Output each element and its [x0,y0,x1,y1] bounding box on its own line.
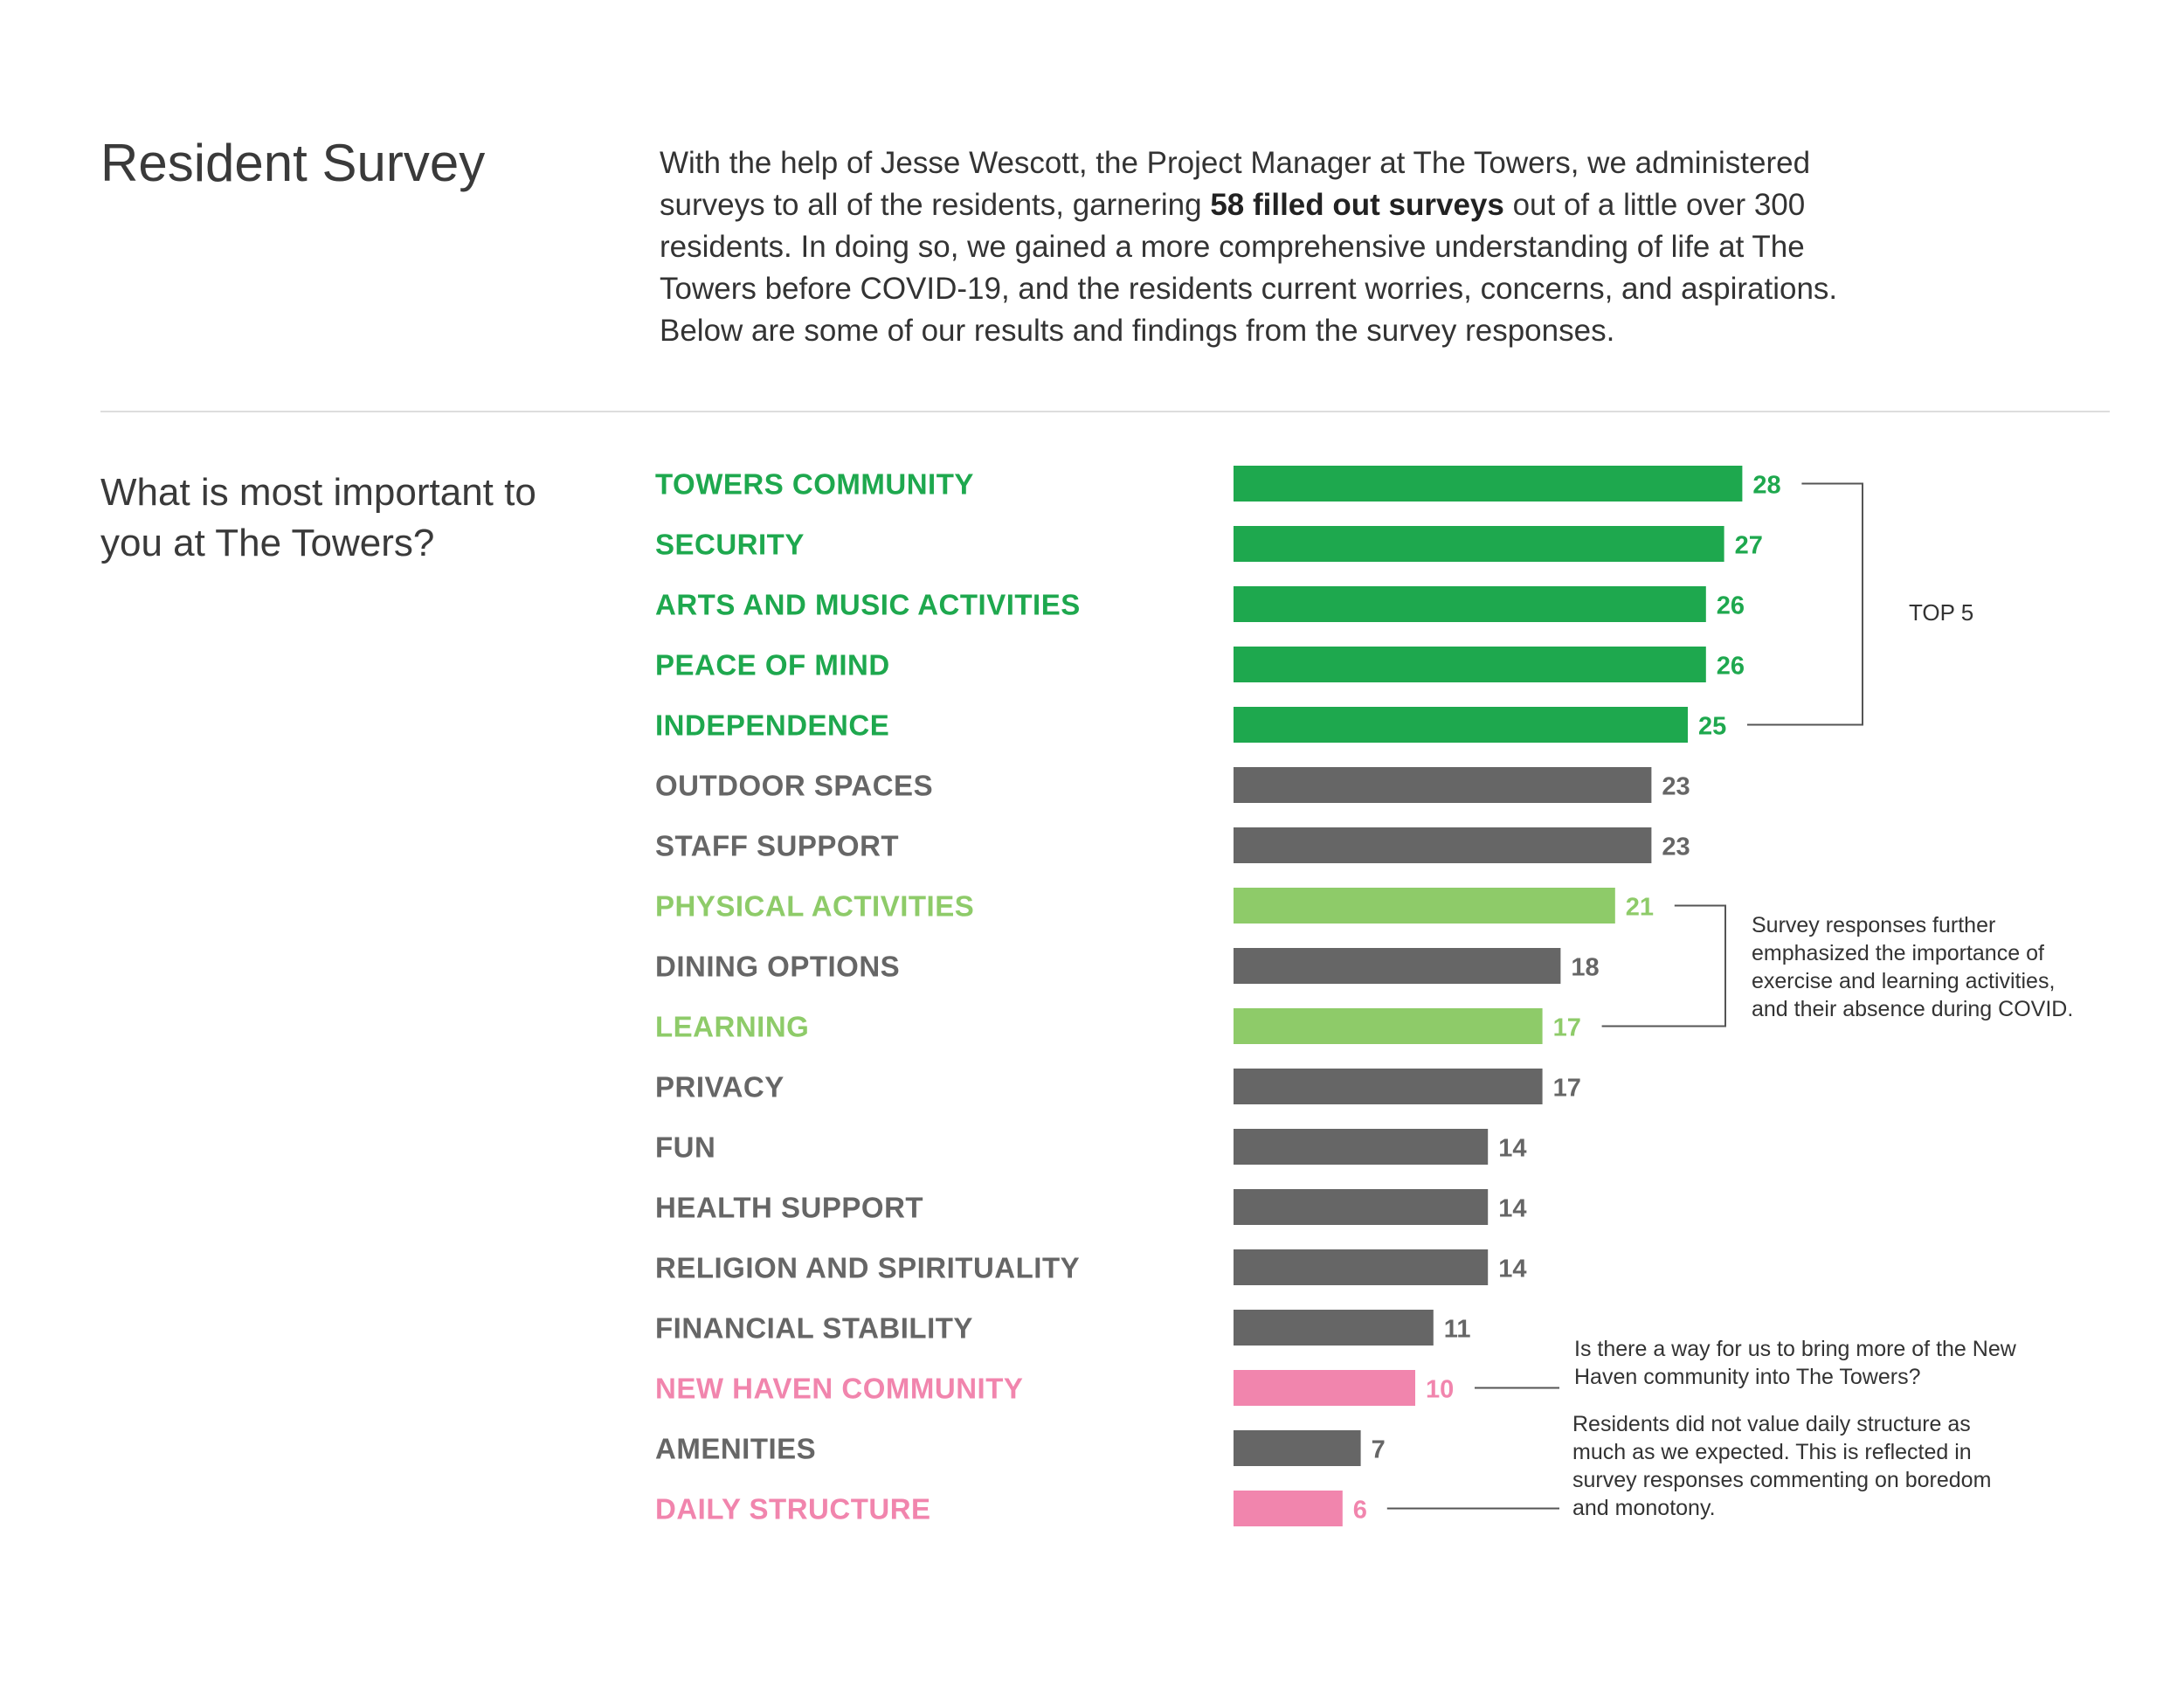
value-label: 28 [1752,472,1780,500]
bar [1234,948,1561,984]
bar [1234,767,1652,803]
value-label: 27 [1735,532,1763,560]
bar [1234,586,1706,622]
intro-text-bold: 58 filled out surveys [1210,188,1504,222]
category-label: STAFF SUPPORT [655,830,899,862]
intro-text-end: out of a little over 300 residents. In d… [660,188,1838,348]
bar [1234,526,1724,562]
top5-bracket [1747,482,1863,726]
category-label: AMENITIES [655,1433,816,1465]
bar [1234,1069,1543,1104]
category-label: ARTS AND MUSIC ACTIVITIES [655,589,1081,621]
category-label: DINING OPTIONS [655,951,900,983]
category-label: PEACE OF MIND [655,649,890,681]
category-label: RELIGION AND SPIRITUALITY [655,1252,1080,1284]
intro-paragraph: With the help of Jesse Wescott, the Proj… [660,142,1883,352]
value-label: 25 [1698,713,1726,741]
value-label: 17 [1553,1014,1581,1042]
bar [1234,707,1688,743]
category-label: HEALTH SUPPORT [655,1192,923,1224]
bar [1234,1008,1543,1044]
category-label: FINANCIAL STABILITY [655,1312,973,1345]
category-label: FUN [655,1131,715,1164]
bar [1234,1430,1361,1466]
bar [1234,1370,1415,1406]
community-annotation: Is there a way for us to bring more of t… [1574,1337,2016,1389]
value-label: 23 [1662,834,1690,861]
value-label: 26 [1717,653,1745,681]
category-label: LEARNING [655,1011,809,1043]
category-label: TOWERS COMMUNITY [655,468,974,501]
section-divider [100,411,2110,412]
bar [1234,1189,1489,1225]
activities-annotation: Survey responses further emphasized the … [1752,913,2074,1021]
value-label: 11 [1444,1316,1471,1344]
category-label: SECURITY [655,529,805,561]
bar [1234,1310,1434,1346]
category-label: NEW HAVEN COMMUNITY [655,1373,1023,1405]
bar [1234,466,1743,502]
value-label: 10 [1426,1376,1454,1404]
value-label: 14 [1498,1135,1526,1163]
chart-question: What is most important to you at The Tow… [100,471,536,564]
structure-annotation: Residents did not value daily structure … [1572,1412,1992,1520]
bar [1234,1491,1343,1526]
value-label: 7 [1372,1436,1386,1464]
value-label: 14 [1498,1195,1526,1223]
value-label: 6 [1353,1497,1367,1525]
value-label: 17 [1553,1075,1581,1103]
category-label: OUTDOOR SPACES [655,770,933,802]
value-label: 23 [1662,773,1690,801]
category-label: DAILY STRUCTURE [655,1493,931,1525]
category-label: PHYSICAL ACTIVITIES [655,890,974,923]
value-label: 26 [1717,592,1745,620]
activities-bracket [1601,904,1726,1027]
value-label: 18 [1571,954,1599,982]
bar [1234,888,1615,924]
category-label: PRIVACY [655,1071,784,1103]
intro-text-start: With the help of Jesse Wescott, the Proj… [660,146,1811,222]
category-label: INDEPENDENCE [655,709,889,742]
bar [1234,1129,1489,1165]
bar [1234,647,1706,682]
value-label: 14 [1498,1256,1526,1283]
top5-label: TOP 5 [1909,599,1974,626]
bar [1234,827,1652,863]
bar [1234,1249,1489,1285]
page-title: Resident Survey [100,134,486,192]
value-label: 21 [1626,894,1654,922]
